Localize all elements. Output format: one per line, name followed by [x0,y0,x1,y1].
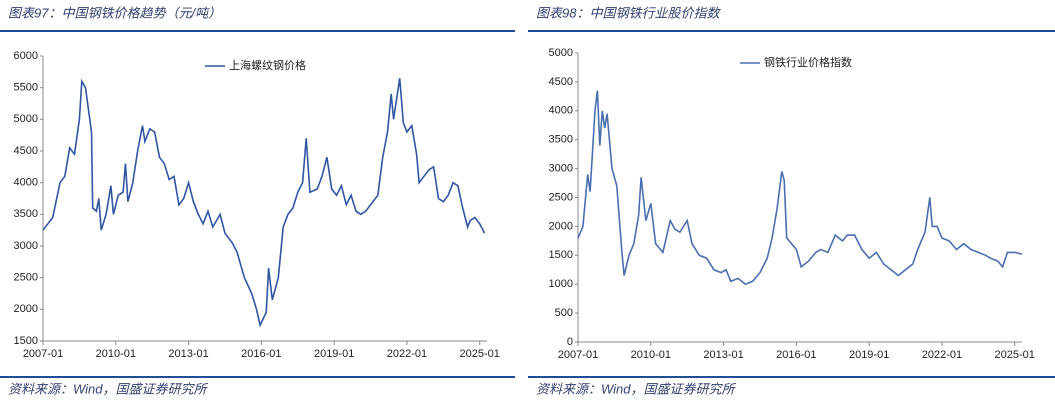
source: 资料来源：Wind，国盛证券研究所 [536,381,737,396]
x-tick-label: 2013-01 [703,349,743,361]
x-tick-label: 2019-01 [849,349,889,361]
y-tick-label: 4000 [549,105,573,117]
y-tick-label: 2500 [549,191,573,203]
legend-label: 钢铁行业价格指数 [764,55,852,69]
y-tick-label: 3000 [549,163,573,175]
chart-title: 图表97：中国钢铁价格趋势（元/吨） [8,5,221,20]
x-tick-label: 2025-01 [995,349,1035,361]
x-tick-label: 2007-01 [558,349,598,361]
x-tick-label: 2016-01 [776,349,816,361]
y-tick-label: 0 [567,336,573,348]
x-tick-label: 2022-01 [387,348,427,360]
x-tick-label: 2010-01 [96,348,136,360]
x-tick-label: 2016-01 [241,348,281,360]
y-tick-label: 4000 [14,177,38,189]
y-tick-label: 1500 [14,335,38,347]
x-tick-label: 2007-01 [23,348,63,360]
series-line [42,78,486,328]
series-line [577,90,1023,286]
y-tick-label: 2500 [14,272,38,284]
y-tick-label: 4500 [14,145,38,157]
x-tick-label: 2010-01 [631,349,671,361]
y-tick-label: 4500 [549,76,573,88]
y-tick-label: 3500 [14,208,38,220]
y-tick-label: 2000 [14,303,38,315]
y-tick-label: 5000 [549,47,573,59]
x-tick-label: 2019-01 [314,348,354,360]
y-tick-label: 2000 [549,220,573,232]
y-tick-label: 5500 [14,82,38,94]
y-tick-label: 6000 [14,50,38,62]
chart-title: 图表98：中国钢铁行业股价指数 [536,5,721,20]
y-tick-label: 3500 [549,134,573,146]
y-tick-label: 1000 [549,278,573,290]
x-tick-label: 2025-01 [460,348,500,360]
legend-label: 上海螺纹钢价格 [229,58,306,72]
y-tick-label: 5000 [14,113,38,125]
source: 资料来源：Wind，国盛证券研究所 [8,381,209,396]
y-tick-label: 3000 [14,240,38,252]
y-tick-label: 500 [555,307,573,319]
x-tick-label: 2013-01 [168,348,208,360]
y-tick-label: 1500 [549,249,573,261]
x-tick-label: 2022-01 [922,349,962,361]
